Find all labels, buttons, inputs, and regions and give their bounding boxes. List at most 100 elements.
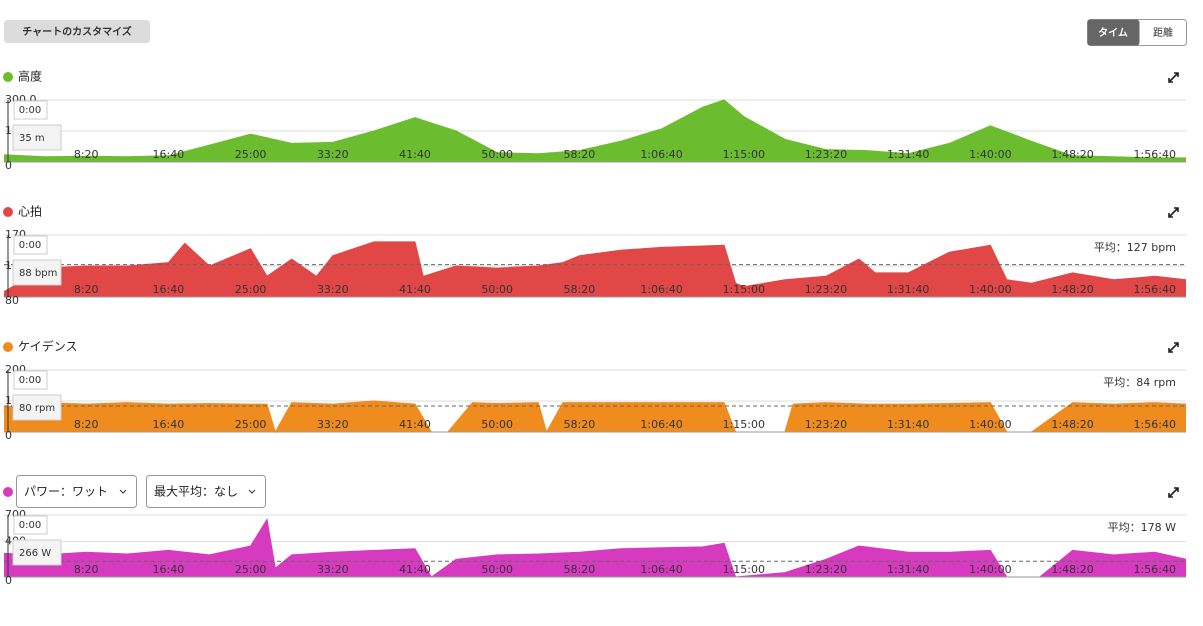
- x-tick-label: 1:31:40: [887, 283, 929, 296]
- toggle-time[interactable]: タイム: [1098, 27, 1128, 39]
- x-tick-label: 1:23:20: [805, 418, 847, 431]
- x-tick-label: 1:48:20: [1051, 418, 1093, 431]
- x-tick-label: 8:20: [74, 418, 99, 431]
- x-tick-label: 1:48:20: [1051, 148, 1093, 161]
- x-tick-label: 25:00: [235, 563, 267, 576]
- tooltip-time: 0:00: [19, 375, 41, 386]
- area-fill: [4, 401, 1186, 432]
- x-tick-label: 50:00: [481, 148, 513, 161]
- tooltip-value: 266 W: [19, 548, 51, 559]
- x-tick-label: 16:40: [153, 283, 185, 296]
- x-tick-label: 1:40:00: [969, 148, 1011, 161]
- x-tick-label: 1:06:40: [640, 418, 682, 431]
- tooltip-value: 88 bpm: [19, 268, 57, 279]
- chart-title: ケイデンス: [18, 339, 78, 354]
- tooltip-value-box: [12, 124, 62, 151]
- x-tick-label: 58:20: [564, 563, 596, 576]
- x-tick-label: 41:40: [399, 418, 431, 431]
- x-tick-label: 1:48:20: [1051, 283, 1093, 296]
- dropdown-label[interactable]: パワー：ワット: [24, 485, 108, 499]
- tooltip-value-box: [12, 539, 62, 566]
- expand-icon[interactable]: [1168, 487, 1179, 498]
- tooltip-time-box: [13, 370, 48, 390]
- y-tick-label: 80: [5, 294, 19, 307]
- x-tick-label: 1:15:00: [723, 563, 765, 576]
- y-tick-label: 0: [5, 429, 12, 442]
- tooltip-value-box: [12, 259, 62, 286]
- x-tick-label: 16:40: [153, 563, 185, 576]
- tooltip-time-box: [13, 515, 48, 535]
- tooltip-value-box: [12, 394, 62, 421]
- customize-button[interactable]: [4, 20, 150, 43]
- average-label: 平均：127 bpm: [1094, 241, 1176, 254]
- tooltip-time: 0:00: [19, 520, 41, 531]
- series-dot: [3, 207, 13, 217]
- x-tick-label: 1:23:20: [805, 563, 847, 576]
- x-tick-label: 1:06:40: [640, 283, 682, 296]
- x-tick-label: 8:20: [74, 563, 99, 576]
- x-tick-label: 33:20: [317, 418, 349, 431]
- x-tick-label: 1:15:00: [723, 148, 765, 161]
- chart-title: 高度: [18, 69, 42, 84]
- x-tick-label: 1:56:40: [1134, 563, 1176, 576]
- area-fill: [4, 519, 1186, 577]
- x-tick-label: 50:00: [481, 563, 513, 576]
- x-tick-label: 16:40: [153, 148, 185, 161]
- x-tick-label: 1:23:20: [805, 283, 847, 296]
- dropdown-chevron: [248, 489, 256, 494]
- x-tick-label: 33:20: [317, 283, 349, 296]
- x-tick-label: 41:40: [399, 148, 431, 161]
- series-dot: [3, 72, 13, 82]
- x-tick-label: 1:40:00: [969, 563, 1011, 576]
- tooltip-time-box: [13, 100, 48, 120]
- series-dot: [3, 342, 13, 352]
- x-tick-label: 16:40: [153, 418, 185, 431]
- x-tick-label: 58:20: [564, 418, 596, 431]
- x-tick-label: 25:00: [235, 283, 267, 296]
- x-tick-label: 58:20: [564, 148, 596, 161]
- area-fill: [4, 100, 1186, 162]
- x-tick-label: 1:40:00: [969, 283, 1011, 296]
- tooltip-time-box: [13, 235, 48, 255]
- series-dot: [3, 487, 13, 497]
- x-tick-label: 8:20: [74, 148, 99, 161]
- tooltip-time: 0:00: [19, 105, 41, 116]
- expand-icon[interactable]: [1168, 207, 1179, 218]
- x-tick-label: 1:23:20: [805, 148, 847, 161]
- x-tick-label: 1:15:00: [723, 283, 765, 296]
- x-tick-label: 1:48:20: [1051, 563, 1093, 576]
- tooltip-value: 35 m: [19, 133, 45, 144]
- x-tick-label: 1:56:40: [1134, 283, 1176, 296]
- x-tick-label: 33:20: [317, 563, 349, 576]
- x-tick-label: 25:00: [235, 148, 267, 161]
- toggle-distance[interactable]: 距離: [1153, 26, 1173, 39]
- x-tick-label: 8:20: [74, 283, 99, 296]
- x-tick-label: 1:06:40: [640, 563, 682, 576]
- x-tick-label: 41:40: [399, 283, 431, 296]
- tooltip-value: 80 rpm: [19, 403, 55, 414]
- dropdown-label[interactable]: 最大平均：なし: [154, 485, 238, 499]
- x-tick-label: 41:40: [399, 563, 431, 576]
- x-tick-label: 50:00: [481, 283, 513, 296]
- x-tick-label: 1:06:40: [640, 148, 682, 161]
- customize-label[interactable]: チャートのカスタマイズ: [22, 25, 132, 38]
- y-tick-label: 0: [5, 159, 12, 172]
- x-tick-label: 50:00: [481, 418, 513, 431]
- chart-title: 心拍: [18, 204, 42, 219]
- y-tick-label: 0: [5, 574, 12, 587]
- x-tick-label: 58:20: [564, 283, 596, 296]
- toggle-active[interactable]: [1087, 19, 1140, 46]
- average-label: 平均：178 W: [1108, 521, 1176, 534]
- x-tick-label: 1:31:40: [887, 148, 929, 161]
- average-label: 平均：84 rpm: [1103, 376, 1176, 389]
- expand-icon[interactable]: [1168, 342, 1179, 353]
- tooltip-time: 0:00: [19, 240, 41, 251]
- dropdown[interactable]: [16, 475, 137, 508]
- x-tick-label: 1:56:40: [1134, 148, 1176, 161]
- expand-icon[interactable]: [1168, 72, 1179, 83]
- x-tick-label: 1:40:00: [969, 418, 1011, 431]
- dropdown-chevron: [119, 489, 127, 494]
- dropdown[interactable]: [146, 475, 266, 508]
